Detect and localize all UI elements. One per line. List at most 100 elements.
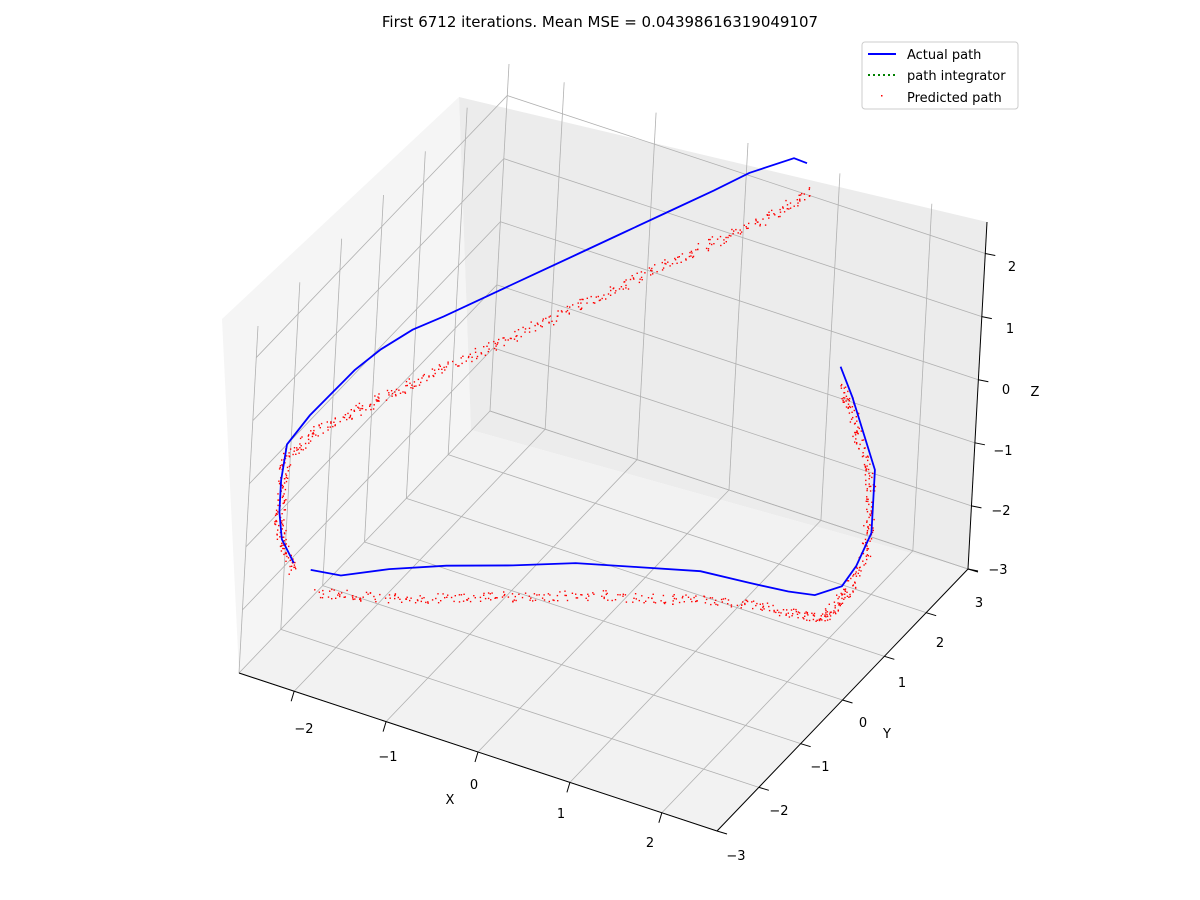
predicted-point	[282, 495, 284, 497]
predicted-point	[799, 198, 801, 200]
predicted-point	[487, 592, 490, 594]
predicted-point	[815, 620, 817, 622]
predicted-point	[313, 433, 315, 435]
predicted-point	[465, 360, 467, 362]
predicted-point	[447, 361, 449, 363]
z-tick	[967, 568, 979, 572]
predicted-point	[690, 255, 692, 257]
predicted-point	[855, 438, 857, 440]
predicted-point	[696, 600, 698, 602]
predicted-point	[276, 538, 279, 540]
predicted-point	[624, 594, 627, 596]
predicted-point	[856, 567, 858, 569]
predicted-point	[745, 226, 747, 228]
predicted-point	[710, 603, 712, 606]
predicted-point	[842, 399, 844, 402]
predicted-point	[289, 448, 292, 450]
predicted-point	[867, 548, 870, 550]
predicted-point	[792, 613, 794, 615]
predicted-point	[322, 589, 324, 592]
predicted-point	[693, 596, 695, 599]
x-tick-label: 2	[646, 836, 654, 851]
predicted-point	[418, 384, 421, 386]
predicted-point	[866, 547, 868, 550]
predicted-point	[691, 252, 693, 254]
predicted-point	[310, 430, 312, 432]
predicted-point	[711, 236, 714, 238]
predicted-point	[761, 609, 763, 611]
predicted-point	[768, 214, 770, 216]
predicted-point	[275, 512, 278, 515]
predicted-point	[533, 593, 536, 595]
predicted-point	[747, 227, 749, 229]
predicted-point	[358, 402, 361, 405]
grid-line	[496, 284, 976, 444]
y-tick-label: −1	[810, 760, 829, 775]
predicted-point	[798, 612, 801, 614]
predicted-point	[808, 619, 811, 622]
predicted-point	[724, 597, 727, 600]
predicted-point	[494, 597, 496, 599]
predicted-point	[853, 423, 856, 425]
predicted-point	[855, 571, 857, 573]
predicted-point	[283, 547, 285, 550]
predicted-point	[846, 595, 849, 597]
predicted-point	[796, 199, 798, 201]
predicted-point	[864, 465, 866, 467]
predicted-point	[549, 315, 552, 317]
predicted-point	[619, 594, 621, 596]
predicted-point	[471, 360, 473, 363]
predicted-point	[867, 498, 869, 500]
predicted-point	[410, 387, 412, 389]
predicted-point	[869, 524, 871, 526]
x-tick	[566, 782, 571, 793]
predicted-point	[474, 597, 476, 599]
predicted-point	[285, 552, 287, 555]
predicted-point	[872, 529, 874, 532]
predicted-point	[283, 519, 285, 521]
predicted-point	[636, 272, 638, 274]
predicted-point	[395, 388, 398, 391]
predicted-point	[299, 443, 301, 445]
predicted-point	[803, 193, 805, 195]
predicted-point	[856, 420, 858, 422]
predicted-point	[468, 355, 470, 358]
predicted-point	[275, 509, 278, 511]
predicted-point	[782, 609, 785, 611]
grid-line	[238, 410, 491, 674]
predicted-point	[467, 597, 470, 600]
predicted-point	[339, 594, 341, 596]
predicted-point	[541, 597, 544, 599]
y-tick	[926, 612, 937, 617]
predicted-point	[733, 230, 735, 232]
predicted-point	[845, 395, 848, 397]
predicted-point	[555, 320, 558, 322]
predicted-point	[838, 596, 840, 598]
predicted-point	[479, 596, 482, 599]
predicted-point	[438, 368, 440, 370]
predicted-point	[326, 421, 328, 423]
predicted-point	[288, 465, 291, 468]
predicted-point	[580, 594, 582, 596]
predicted-point	[322, 432, 324, 434]
predicted-point	[408, 378, 410, 380]
predicted-point	[854, 434, 857, 436]
predicted-point	[283, 533, 286, 535]
predicted-point	[640, 271, 643, 273]
predicted-point	[339, 420, 341, 423]
predicted-point	[862, 452, 864, 454]
predicted-point	[479, 600, 482, 602]
z-tick	[974, 442, 986, 446]
grid-line	[322, 238, 343, 586]
predicted-point	[868, 483, 870, 485]
predicted-point	[317, 435, 319, 437]
z-tick	[985, 253, 996, 257]
predicted-point	[498, 338, 500, 341]
predicted-point	[319, 596, 322, 599]
predicted-point	[285, 543, 287, 545]
predicted-point	[824, 614, 826, 616]
predicted-point	[602, 590, 605, 592]
predicted-point	[379, 593, 381, 596]
predicted-point	[863, 525, 865, 527]
predicted-point	[281, 523, 284, 525]
